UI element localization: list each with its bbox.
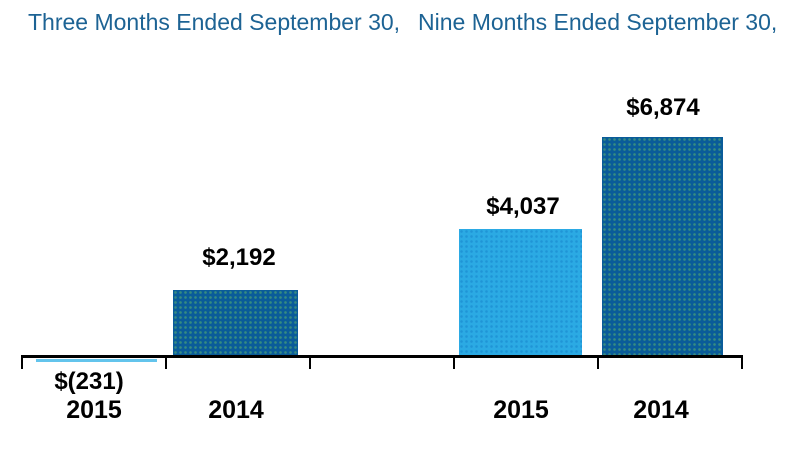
x-axis-line — [21, 355, 743, 358]
axis-tick — [165, 355, 167, 369]
year-label-three-months-2014: 2014 — [208, 396, 264, 424]
value-label-nine-months-2014: $6,874 — [626, 94, 700, 121]
bar-three-months-2014 — [173, 290, 298, 355]
axis-tick — [21, 355, 23, 369]
year-label-nine-months-2014: 2014 — [633, 396, 689, 424]
value-label-three-months-2015: $(231) — [54, 368, 124, 395]
axis-tick — [309, 355, 311, 369]
year-label-three-months-2015: 2015 — [66, 396, 122, 424]
bar-nine-months-2015 — [459, 229, 582, 355]
group-header-nine-months: Nine Months Ended September 30, — [418, 9, 778, 35]
bar-nine-months-2014 — [602, 137, 723, 355]
value-label-three-months-2014: $2,192 — [202, 244, 276, 271]
bar-three-months-2015 — [36, 359, 157, 362]
group-header-three-months: Three Months Ended September 30, — [28, 9, 401, 35]
axis-tick — [453, 355, 455, 369]
year-label-nine-months-2015: 2015 — [493, 396, 549, 424]
axis-tick — [741, 355, 743, 369]
value-label-nine-months-2015: $4,037 — [486, 193, 560, 220]
axis-tick — [597, 355, 599, 369]
